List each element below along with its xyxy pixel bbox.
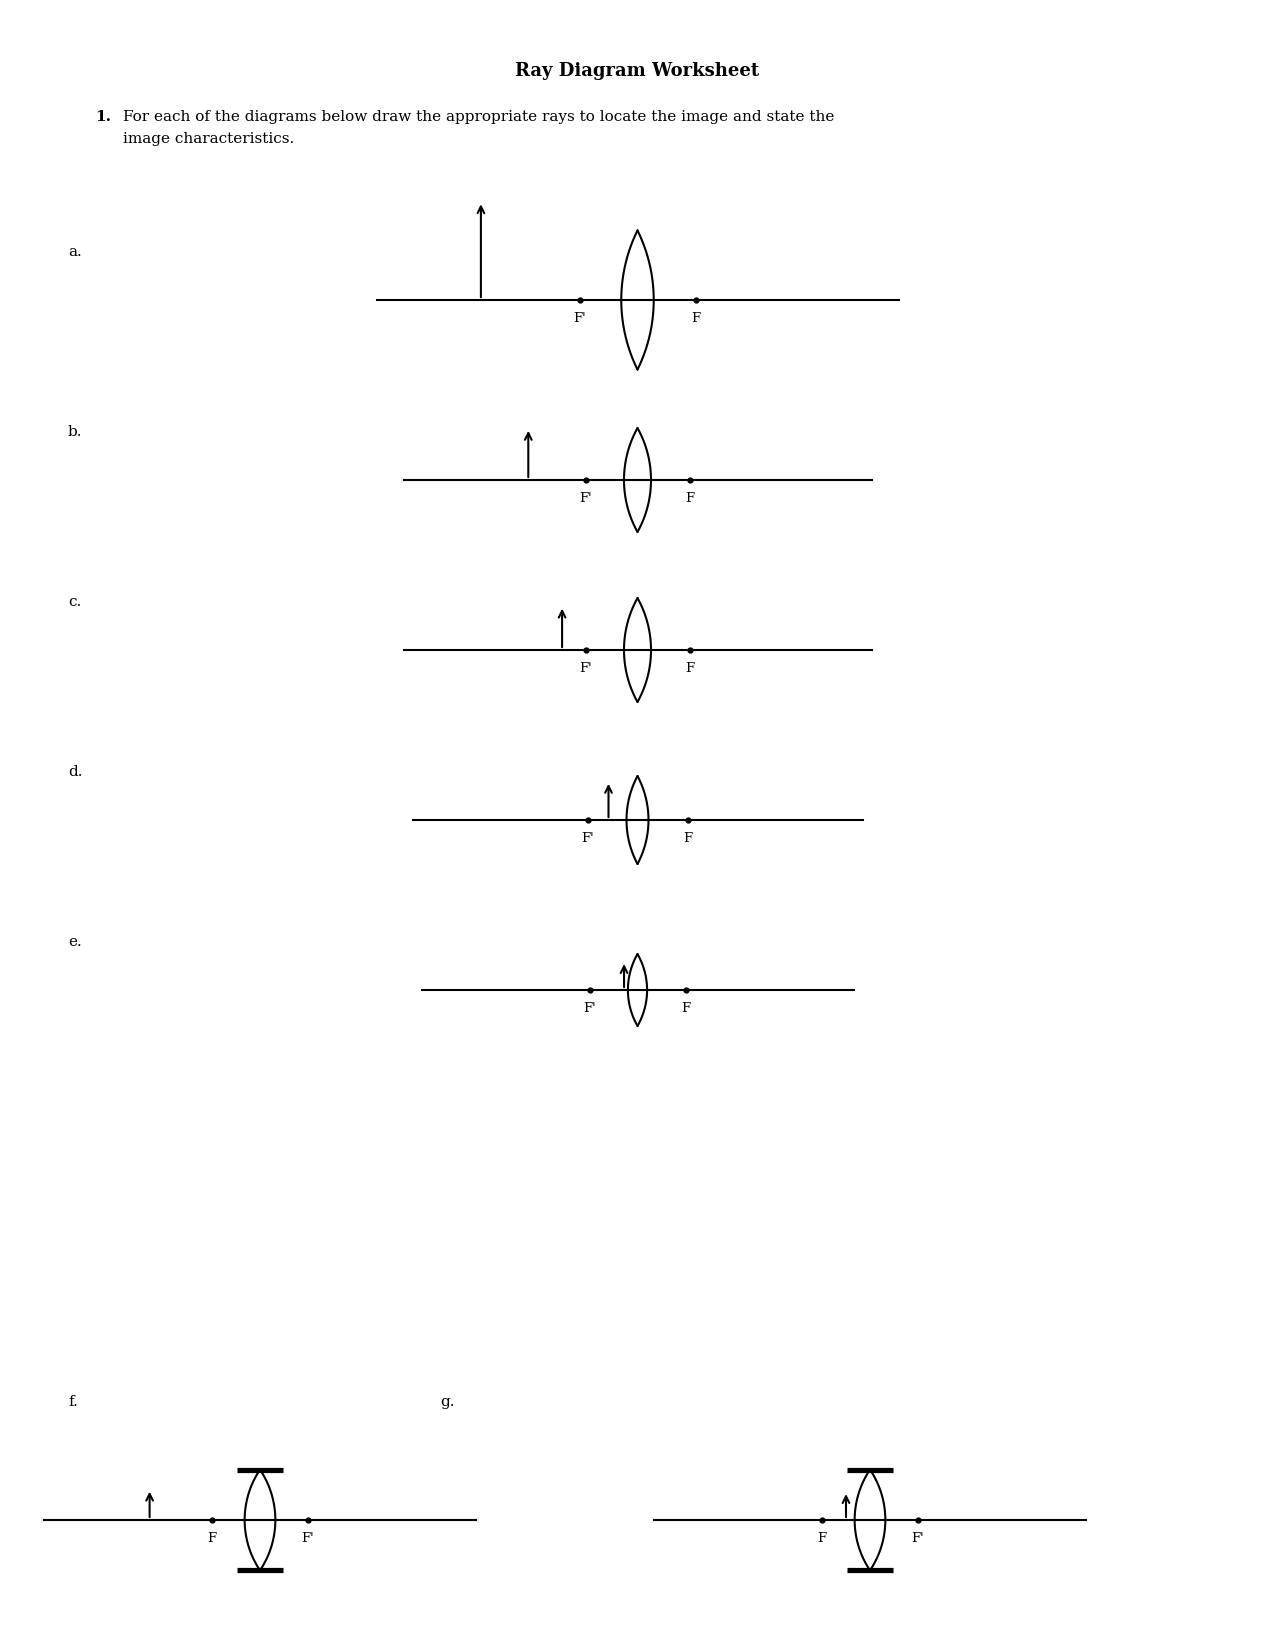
Text: F': F' <box>579 662 592 675</box>
Text: F: F <box>208 1531 217 1544</box>
Text: Ray Diagram Worksheet: Ray Diagram Worksheet <box>515 63 759 79</box>
Text: f.: f. <box>68 1394 78 1409</box>
Text: F': F' <box>583 1002 595 1015</box>
Text: b.: b. <box>68 426 83 439</box>
Text: F: F <box>683 832 692 845</box>
Text: c.: c. <box>68 596 82 609</box>
Text: F: F <box>817 1531 826 1544</box>
Text: F': F' <box>912 1531 924 1544</box>
Text: For each of the diagrams below draw the appropriate rays to locate the image and: For each of the diagrams below draw the … <box>122 111 834 124</box>
Text: F': F' <box>574 312 586 325</box>
Text: 1.: 1. <box>96 111 111 124</box>
Text: g.: g. <box>440 1394 454 1409</box>
Text: F': F' <box>579 492 592 505</box>
Text: a.: a. <box>68 244 82 259</box>
Text: F: F <box>685 492 694 505</box>
Text: F: F <box>685 662 694 675</box>
Text: d.: d. <box>68 766 83 779</box>
Text: image characteristics.: image characteristics. <box>122 132 295 145</box>
Text: e.: e. <box>68 936 82 949</box>
Text: F': F' <box>581 832 594 845</box>
Text: F: F <box>691 312 700 325</box>
Text: F: F <box>681 1002 690 1015</box>
Text: F': F' <box>302 1531 315 1544</box>
